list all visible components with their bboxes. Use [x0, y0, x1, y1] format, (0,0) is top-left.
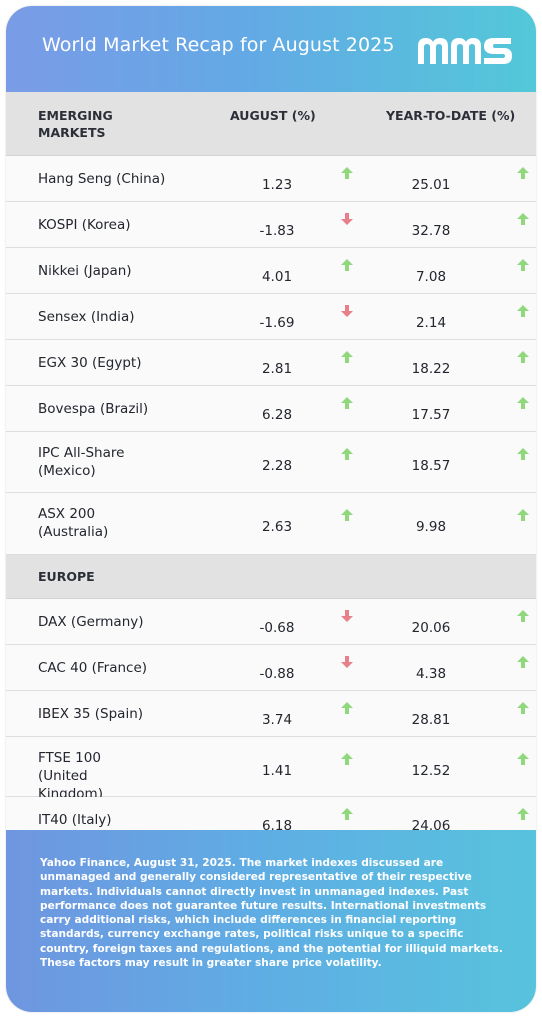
ytd-value: 20.06: [411, 620, 451, 636]
europe-section-label: EUROPE: [38, 569, 95, 584]
index-name: Bovespa (Brazil): [38, 401, 149, 417]
index-name: KOSPI (Korea): [38, 217, 131, 233]
ytd-value: 12.52: [411, 763, 451, 779]
arrow-down-icon: [340, 654, 354, 668]
arrow-up-icon: [516, 349, 530, 363]
arrow-up-icon: [516, 654, 530, 668]
august-value: 2.28: [261, 458, 293, 474]
arrow-up-icon: [340, 257, 354, 271]
table-row: Hang Seng (China) 1.23 25.01: [6, 156, 536, 202]
index-name: CAC 40 (France): [38, 660, 148, 676]
index-name: EGX 30 (Egypt): [38, 355, 142, 371]
arrow-up-icon: [340, 446, 354, 460]
table-row: KOSPI (Korea) -1.83 32.78: [6, 202, 536, 248]
table-row: DAX (Germany) -0.68 20.06: [6, 599, 536, 645]
arrow-up-icon: [516, 165, 530, 179]
table-row: CAC 40 (France) -0.88 4.38: [6, 645, 536, 691]
arrow-down-icon: [340, 303, 354, 317]
mms-logo: [418, 38, 512, 64]
august-value: 6.28: [261, 407, 293, 423]
arrow-up-icon: [340, 349, 354, 363]
table-row: Nikkei (Japan) 4.01 7.08: [6, 248, 536, 294]
ytd-value: 25.01: [411, 177, 451, 193]
august-value: 3.74: [261, 712, 293, 728]
ytd-value: 18.57: [411, 458, 451, 474]
arrow-up-icon: [516, 395, 530, 409]
index-name: IPC All-Share (Mexico): [38, 445, 125, 479]
arrow-up-icon: [340, 700, 354, 714]
ytd-value: 17.57: [411, 407, 451, 423]
arrow-down-icon: [340, 211, 354, 225]
table-row: ASX 200 (Australia) 2.63 9.98: [6, 493, 536, 555]
arrow-up-icon: [516, 751, 530, 765]
table-row: IBEX 35 (Spain) 3.74 28.81: [6, 691, 536, 737]
arrow-up-icon: [516, 257, 530, 271]
header-banner: World Market Recap for August 2025: [6, 6, 536, 92]
europe-markets-table: DAX (Germany) -0.68 20.06 CAC 40 (France) -0…: [6, 599, 536, 843]
table-row: Bovespa (Brazil) 6.28 17.57: [6, 386, 536, 432]
arrow-up-icon: [340, 165, 354, 179]
august-value: 2.63: [261, 519, 293, 535]
ytd-value: 7.08: [415, 269, 447, 285]
table-row: EGX 30 (Egypt) 2.81 18.22: [6, 340, 536, 386]
index-name: DAX (Germany): [38, 614, 144, 630]
arrow-up-icon: [516, 806, 530, 820]
disclaimer-text: Yahoo Finance, August 31, 2025. The mark…: [40, 857, 503, 970]
ytd-value: 32.78: [411, 223, 451, 239]
index-name: IT40 (Italy): [38, 812, 112, 828]
august-value: -1.69: [259, 315, 295, 331]
ytd-value: 2.14: [415, 315, 447, 331]
august-value: -0.68: [259, 620, 295, 636]
arrow-up-icon: [516, 700, 530, 714]
ytd-value: 18.22: [411, 361, 451, 377]
index-name: IBEX 35 (Spain): [38, 706, 144, 722]
market-recap-card: World Market Recap for August 2025 EMERG…: [6, 6, 536, 1012]
emerging-markets-table: Hang Seng (China) 1.23 25.01 KOSPI (Korea) -…: [6, 156, 536, 555]
page-title: World Market Recap for August 2025: [42, 34, 395, 56]
table-row: Sensex (India) -1.69 2.14: [6, 294, 536, 340]
ytd-value: 9.98: [415, 519, 447, 535]
arrow-up-icon: [516, 507, 530, 521]
august-value: -1.83: [259, 223, 295, 239]
arrow-up-icon: [516, 608, 530, 622]
region-column-header: EMERGING MARKETS: [38, 107, 113, 140]
index-name: Nikkei (Japan): [38, 263, 132, 279]
index-name: FTSE 100 (United Kingdom): [38, 750, 103, 802]
emerging-markets-header: EMERGING MARKETS AUGUST (%) YEAR-TO-DATE…: [6, 92, 536, 156]
august-value: 1.41: [261, 763, 293, 779]
august-value: -0.88: [259, 666, 295, 682]
index-name: Sensex (India): [38, 309, 135, 325]
august-column-header: AUGUST (%): [230, 108, 316, 123]
europe-header: EUROPE: [6, 555, 536, 599]
table-row: FTSE 100 (United Kingdom) 1.41 12.52: [6, 737, 536, 802]
arrow-up-icon: [340, 507, 354, 521]
august-value: 4.01: [261, 269, 293, 285]
disclaimer-footer: Yahoo Finance, August 31, 2025. The mark…: [6, 830, 536, 1012]
august-value: 1.23: [261, 177, 293, 193]
arrow-up-icon: [516, 211, 530, 225]
ytd-value: 28.81: [411, 712, 451, 728]
index-name: Hang Seng (China): [38, 171, 166, 187]
arrow-up-icon: [516, 446, 530, 460]
arrow-down-icon: [340, 608, 354, 622]
arrow-up-icon: [516, 303, 530, 317]
ytd-column-header: YEAR-TO-DATE (%): [386, 108, 516, 123]
table-row: IPC All-Share (Mexico) 2.28 18.57: [6, 432, 536, 493]
arrow-up-icon: [340, 751, 354, 765]
index-name: ASX 200 (Australia): [38, 506, 109, 540]
august-value: 2.81: [261, 361, 293, 377]
ytd-value: 4.38: [415, 666, 447, 682]
arrow-up-icon: [340, 395, 354, 409]
arrow-up-icon: [340, 806, 354, 820]
